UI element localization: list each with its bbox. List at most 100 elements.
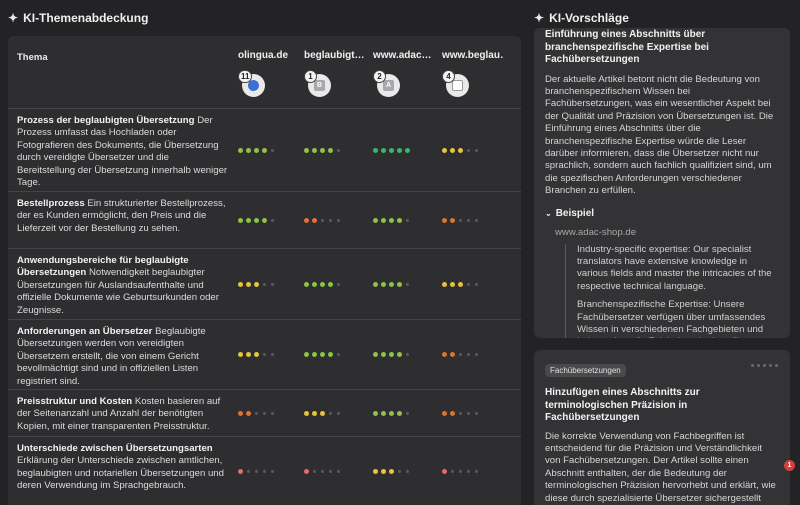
score-dot	[406, 218, 409, 222]
score-dot	[450, 410, 455, 416]
topic-coverage-title: KI-Themenabdeckung	[23, 11, 149, 25]
coverage-score	[442, 147, 479, 153]
coverage-score	[373, 469, 410, 474]
site-column-adac[interactable]: www.adac… A 2	[373, 50, 437, 97]
score-dot	[246, 217, 251, 223]
suggestion-body: Der aktuelle Artikel betont nicht die Be…	[545, 73, 774, 197]
topic-text: Prozess der beglaubigten Übersetzung Der…	[17, 115, 229, 189]
table-row[interactable]: Anwendungsbereiche für beglaubigte Übers…	[8, 248, 521, 319]
score-dot	[442, 147, 447, 153]
suggestion-card[interactable]: Einführung eines Abschnitts über branche…	[534, 28, 790, 338]
score-dot	[329, 411, 332, 415]
score-dot	[255, 470, 258, 473]
score-dot	[304, 469, 309, 474]
score-dot	[398, 470, 401, 473]
score-dot	[406, 411, 409, 415]
suggestion-title: Hinzufügen eines Abschnitts zur terminol…	[545, 387, 700, 423]
score-dot	[254, 147, 259, 153]
score-dot	[381, 352, 386, 357]
score-dot	[475, 148, 478, 152]
score-dot	[467, 148, 470, 152]
coverage-score	[304, 410, 341, 416]
topic-description: Erklärung der Unterschiede zwischen amtl…	[17, 455, 224, 492]
score-dot	[373, 281, 378, 287]
score-dot	[459, 411, 462, 415]
score-dot	[397, 281, 402, 287]
score-dot	[320, 352, 325, 357]
suggestion-card[interactable]: Fachübersetzungen Hinzufügen eines Absch…	[534, 350, 790, 505]
score-dot	[442, 410, 447, 416]
score-dot	[373, 217, 378, 223]
score-dot	[467, 470, 470, 473]
score-dot	[381, 147, 386, 153]
coverage-score	[304, 469, 341, 474]
score-dot	[381, 410, 386, 416]
score-dot	[389, 217, 394, 223]
score-dot	[397, 352, 402, 357]
topic-description: Der Prozess umfasst das Hochladen oder F…	[17, 115, 228, 189]
coverage-score	[238, 281, 275, 287]
topic-column-header: Thema	[17, 52, 48, 63]
topic-title: Bestellprozess	[17, 198, 85, 209]
score-dot	[271, 411, 274, 415]
table-row[interactable]: Bestellprozess Ein strukturierter Bestel…	[8, 191, 521, 248]
site-name: olingua.de	[238, 50, 288, 61]
coverage-score	[442, 469, 479, 474]
score-dot	[328, 281, 333, 287]
table-row[interactable]: Unterschiede zwischen Übersetzungsarten …	[8, 436, 521, 505]
coverage-score	[373, 352, 410, 357]
topic-text: Anwendungsbereiche für beglaubigte Übers…	[17, 255, 229, 317]
topic-description: Kosten basieren auf der Seitenanzahl und…	[17, 396, 221, 432]
score-dot	[389, 281, 394, 287]
ai-suggestions-title: KI-Vorschläge	[549, 11, 629, 25]
more-options-icon[interactable]	[751, 364, 778, 367]
score-dot	[329, 470, 332, 473]
score-dot	[459, 353, 462, 356]
score-dot	[304, 281, 309, 287]
score-dot	[475, 282, 478, 286]
score-dot	[246, 410, 251, 416]
score-dot	[450, 217, 455, 223]
table-row[interactable]: Prozess der beglaubigten Übersetzung Der…	[8, 108, 521, 191]
site-column-beglau[interactable]: www.beglau… 4	[442, 50, 506, 97]
rank-badge: 2	[373, 70, 386, 83]
coverage-score	[442, 217, 479, 223]
notification-badge[interactable]: 1	[784, 460, 795, 471]
score-dot	[271, 218, 274, 222]
score-dot	[312, 217, 317, 223]
topic-text: Bestellprozess Ein strukturierter Bestel…	[17, 198, 229, 235]
coverage-score	[373, 281, 410, 287]
coverage-score	[304, 147, 341, 153]
score-dot	[337, 148, 340, 152]
site-name: www.adac…	[373, 50, 432, 61]
score-dot	[442, 281, 447, 287]
example-quote-de: Branchenspezifische Expertise: Unsere Fa…	[565, 293, 778, 338]
topic-title: Anforderungen an Übersetzer	[17, 326, 153, 337]
score-dot	[271, 353, 274, 356]
sparkle-icon: ✦	[8, 11, 19, 25]
examples-toggle[interactable]: ⌄ Beispiel	[545, 208, 778, 219]
score-dot	[405, 147, 410, 153]
score-dot	[254, 352, 259, 357]
coverage-score	[442, 352, 479, 357]
table-row[interactable]: Anforderungen an Übersetzer Beglaubigte …	[8, 319, 521, 389]
score-dot	[329, 218, 332, 222]
score-dot	[459, 218, 462, 222]
score-dot	[397, 410, 402, 416]
score-dot	[406, 353, 409, 356]
score-dot	[337, 282, 340, 286]
score-dot	[373, 410, 378, 416]
coverage-score	[238, 352, 275, 357]
topic-title: Unterschiede zwischen Übersetzungsarten	[17, 443, 213, 454]
score-dot	[389, 352, 394, 357]
coverage-score	[238, 147, 275, 153]
score-dot	[271, 282, 274, 286]
score-dot	[389, 147, 394, 153]
score-dot	[246, 281, 251, 287]
table-row[interactable]: Preisstruktur und Kosten Kosten basieren…	[8, 389, 521, 436]
topic-title: Prozess der beglaubigten Übersetzung	[17, 115, 195, 126]
score-dot	[467, 282, 470, 286]
site-column-olingua[interactable]: olingua.de 11	[238, 50, 302, 97]
score-dot	[381, 469, 386, 474]
site-column-beglaubigt[interactable]: beglaubigt… B 1	[304, 50, 368, 97]
